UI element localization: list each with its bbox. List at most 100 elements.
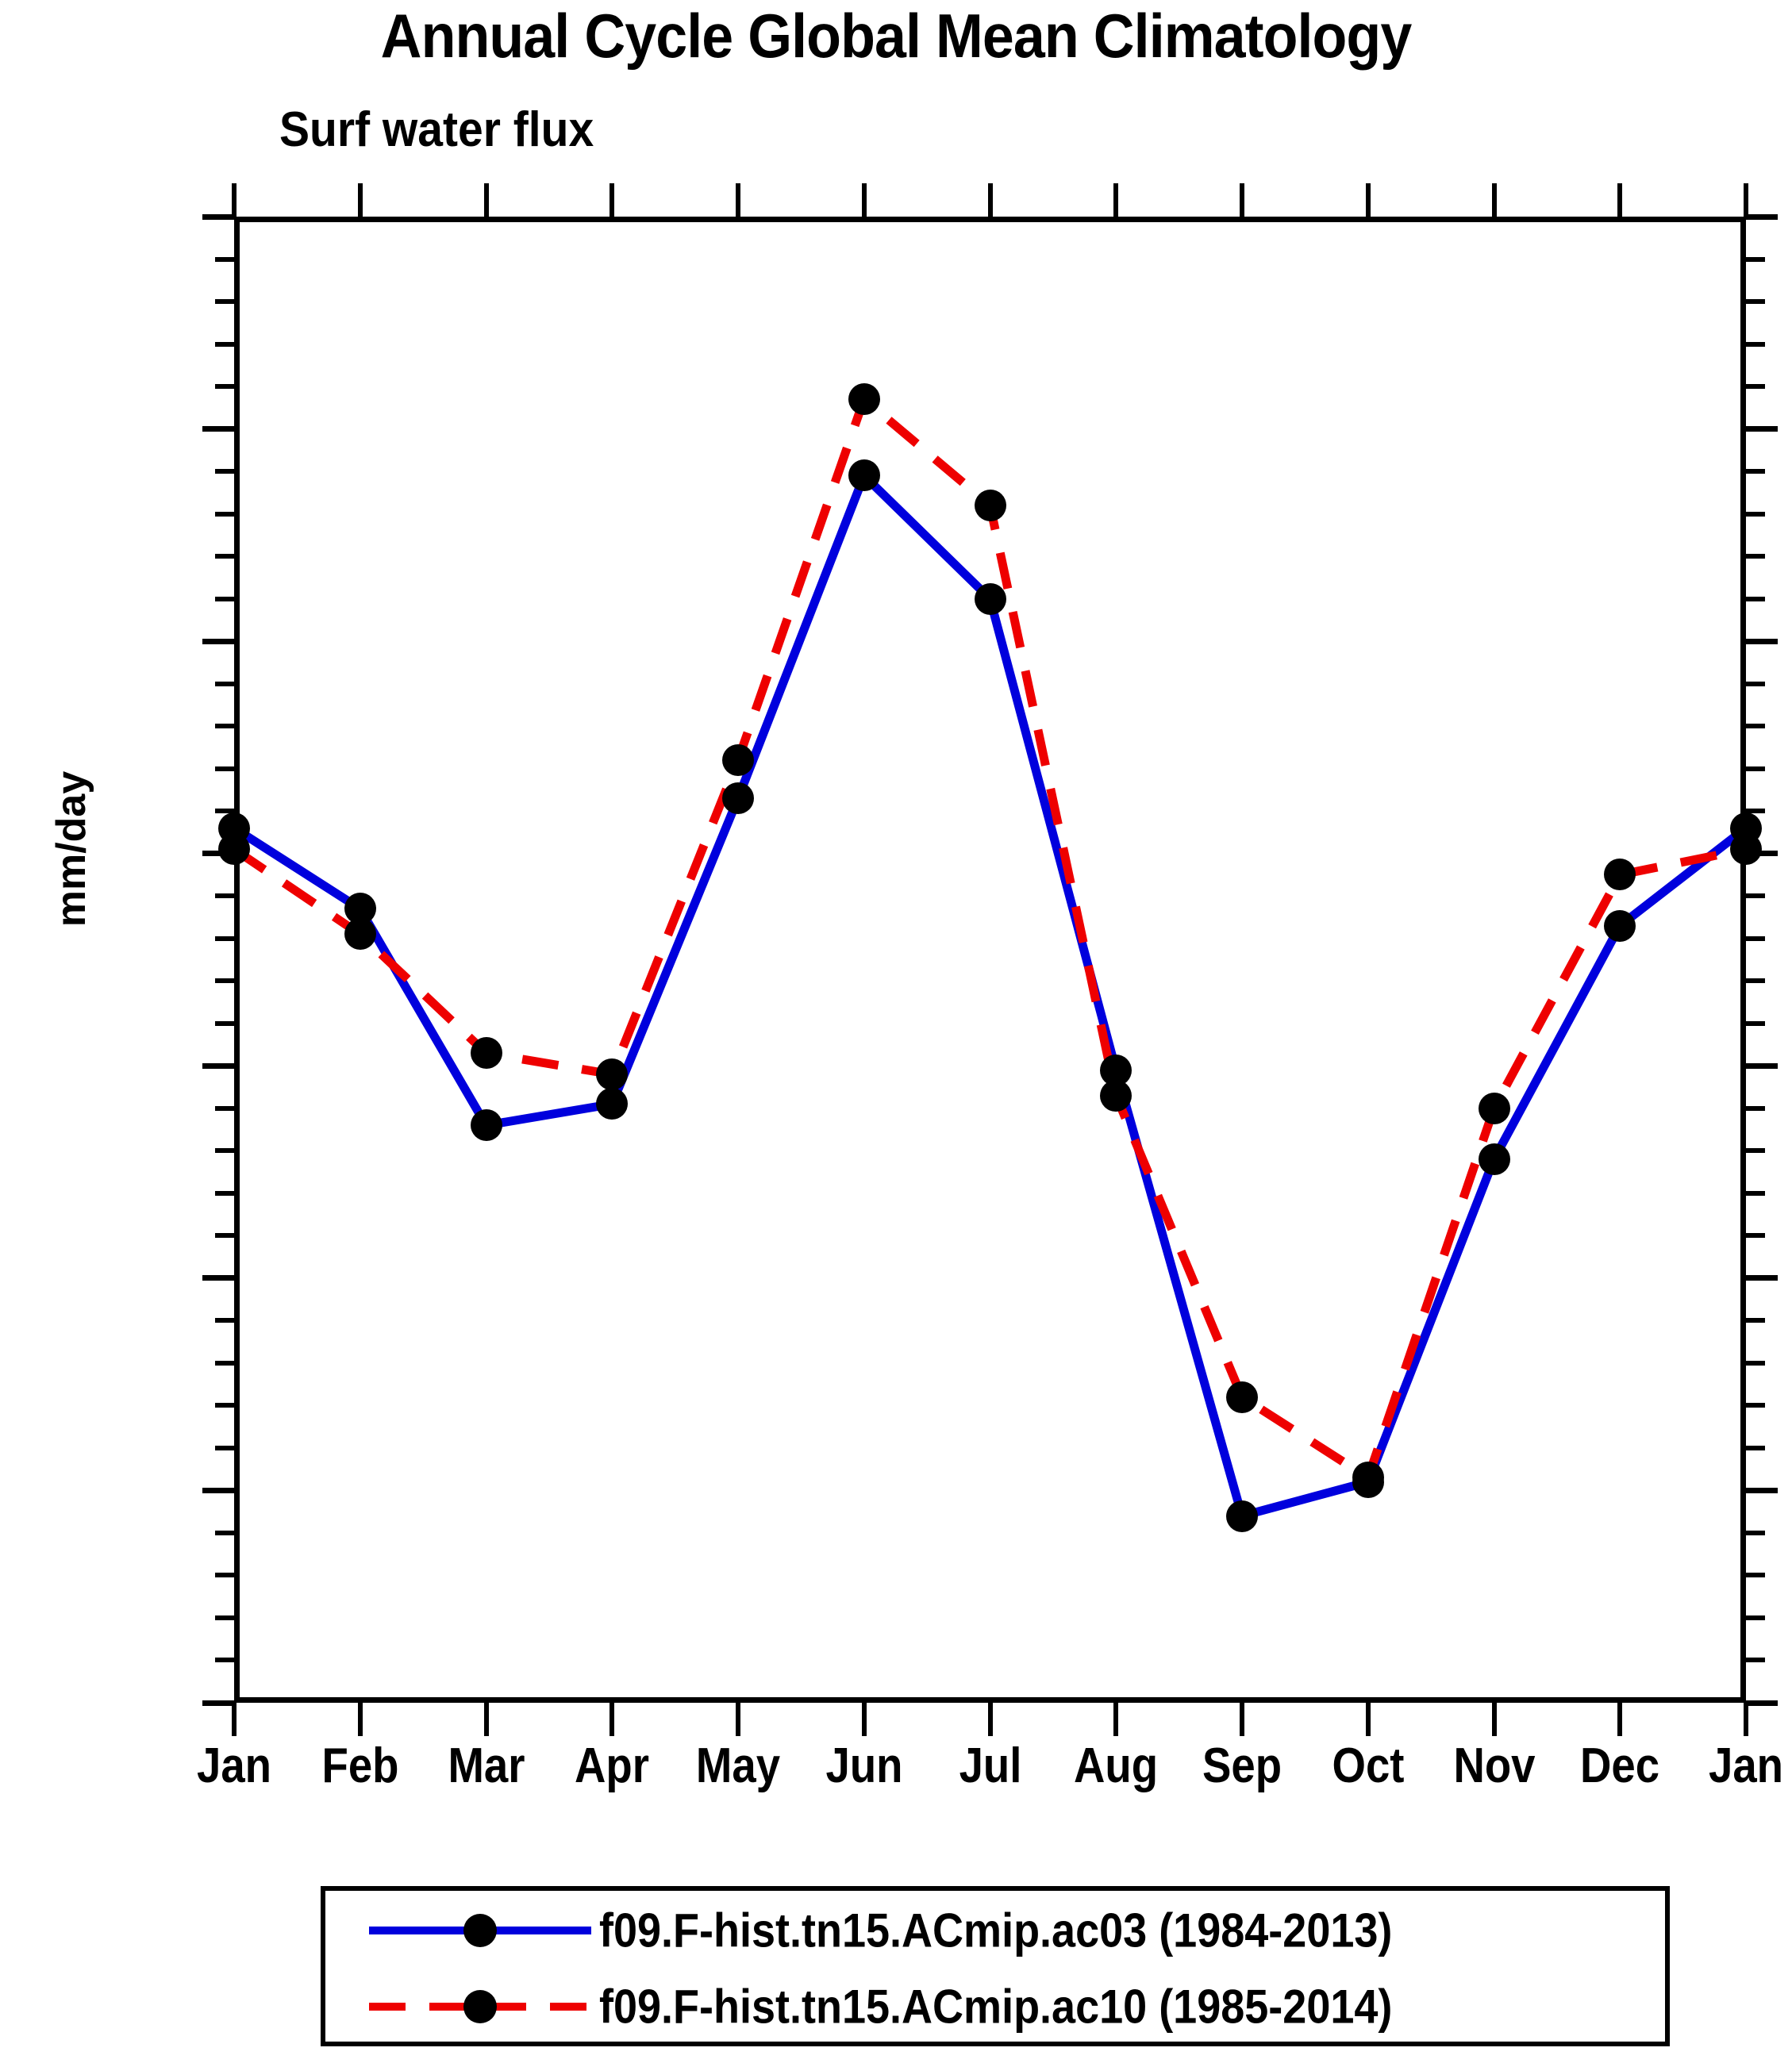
x-tick <box>736 1703 740 1736</box>
y-tick-minor <box>215 1573 234 1578</box>
x-tick-label: Mar <box>447 1738 525 1793</box>
y-tick-minor <box>215 554 234 559</box>
y-tick-major <box>202 1700 234 1706</box>
x-tick-label: Nov <box>1452 1738 1536 1793</box>
data-point-marker <box>1604 859 1636 891</box>
y-tick-minor <box>1746 341 1765 347</box>
y-tick-minor <box>215 1530 234 1535</box>
x-tick <box>483 183 489 217</box>
data-point-marker <box>1478 1143 1510 1176</box>
x-tick <box>736 183 740 217</box>
x-tick-label: Jan <box>1708 1738 1784 1793</box>
data-point-marker <box>1604 909 1636 942</box>
y-tick-minor <box>1746 724 1765 729</box>
x-tick <box>483 1703 489 1736</box>
y-tick-major <box>202 426 234 432</box>
x-tick <box>1113 183 1119 217</box>
x-tick <box>987 1703 993 1736</box>
y-tick-minor <box>1746 256 1765 262</box>
y-tick-minor <box>1746 1530 1765 1535</box>
x-tick <box>1365 1703 1371 1736</box>
legend-row: f09.F-hist.tn15.ACmip.ac03 (1984-2013) <box>325 1892 1665 1969</box>
plot-frame <box>234 217 1746 1703</box>
y-tick-major <box>202 1062 234 1069</box>
y-tick-minor <box>215 596 234 601</box>
y-tick-major <box>1746 851 1778 857</box>
y-tick-minor <box>1746 596 1765 601</box>
y-tick-minor <box>1746 1360 1765 1366</box>
data-point-marker <box>1226 1381 1258 1413</box>
x-tick <box>357 183 363 217</box>
legend-marker-dot <box>463 1914 497 1947</box>
y-tick-minor <box>1746 893 1765 899</box>
data-point-marker <box>470 1109 502 1142</box>
data-point-marker <box>596 1058 629 1090</box>
x-tick <box>1491 1703 1497 1736</box>
y-tick-minor <box>1746 809 1765 814</box>
y-tick-minor <box>215 1615 234 1620</box>
x-tick <box>610 183 615 217</box>
x-tick-label: Apr <box>575 1738 650 1793</box>
y-tick-major <box>202 638 234 644</box>
plot-area <box>202 183 1778 1736</box>
y-tick-minor <box>215 1020 234 1026</box>
data-point-marker <box>1226 1500 1258 1532</box>
x-tick <box>861 183 867 217</box>
data-point-marker <box>974 582 1006 615</box>
y-tick-major <box>1746 1700 1778 1706</box>
data-point-marker <box>596 1088 629 1120</box>
y-tick-minor <box>215 299 234 305</box>
legend-label: f09.F-hist.tn15.ACmip.ac10 (1985-2014) <box>599 1980 1393 2034</box>
y-tick-minor <box>215 893 234 899</box>
x-tick <box>232 183 236 217</box>
series-line-1 <box>231 391 1748 1485</box>
y-tick-minor <box>1746 935 1765 941</box>
x-tick <box>987 183 993 217</box>
y-tick-minor <box>215 341 234 347</box>
y-tick-major <box>1746 426 1778 432</box>
y-tick-minor <box>1746 1020 1765 1026</box>
x-tick <box>1240 183 1244 217</box>
y-tick-minor <box>1746 511 1765 517</box>
x-tick-label: Oct <box>1332 1738 1405 1793</box>
y-tick-minor <box>215 978 234 984</box>
y-tick-minor <box>215 681 234 686</box>
y-tick-minor <box>1746 1658 1765 1663</box>
data-point-marker <box>848 383 880 416</box>
x-tick-label: Jun <box>825 1738 903 1793</box>
chart-legend: f09.F-hist.tn15.ACmip.ac03 (1984-2013) f0… <box>321 1886 1670 2046</box>
x-tick <box>1744 1703 1748 1736</box>
y-tick-minor <box>215 469 234 474</box>
x-tick <box>1365 183 1371 217</box>
x-tick <box>1617 183 1623 217</box>
y-tick-major <box>202 213 234 220</box>
y-tick-minor <box>215 511 234 517</box>
y-tick-minor <box>215 384 234 390</box>
y-tick-minor <box>1746 681 1765 686</box>
x-tick-label: Feb <box>321 1738 399 1793</box>
data-point-marker <box>344 918 376 951</box>
y-tick-major <box>202 1487 234 1493</box>
y-tick-major <box>1746 1062 1778 1069</box>
legend-marker-dot <box>463 1990 497 2023</box>
y-tick-minor <box>215 724 234 729</box>
y-tick-minor <box>215 1658 234 1663</box>
legend-label: f09.F-hist.tn15.ACmip.ac03 (1984-2013) <box>599 1904 1393 1957</box>
y-tick-minor <box>1746 1233 1765 1239</box>
y-tick-minor <box>1746 384 1765 390</box>
x-tick <box>1113 1703 1119 1736</box>
y-tick-minor <box>1746 1190 1765 1196</box>
data-point-marker <box>722 743 754 776</box>
y-tick-minor <box>215 1190 234 1196</box>
x-tick <box>357 1703 363 1736</box>
data-point-marker <box>974 489 1006 521</box>
x-tick-label: Sep <box>1202 1738 1282 1793</box>
data-point-marker <box>218 833 250 866</box>
y-tick-minor <box>215 1403 234 1408</box>
data-point-marker <box>848 459 880 492</box>
y-tick-minor <box>215 256 234 262</box>
y-tick-minor <box>215 1445 234 1450</box>
series-line-0 <box>232 467 1749 1522</box>
y-tick-minor <box>1746 1148 1765 1154</box>
y-tick-minor <box>215 1360 234 1366</box>
